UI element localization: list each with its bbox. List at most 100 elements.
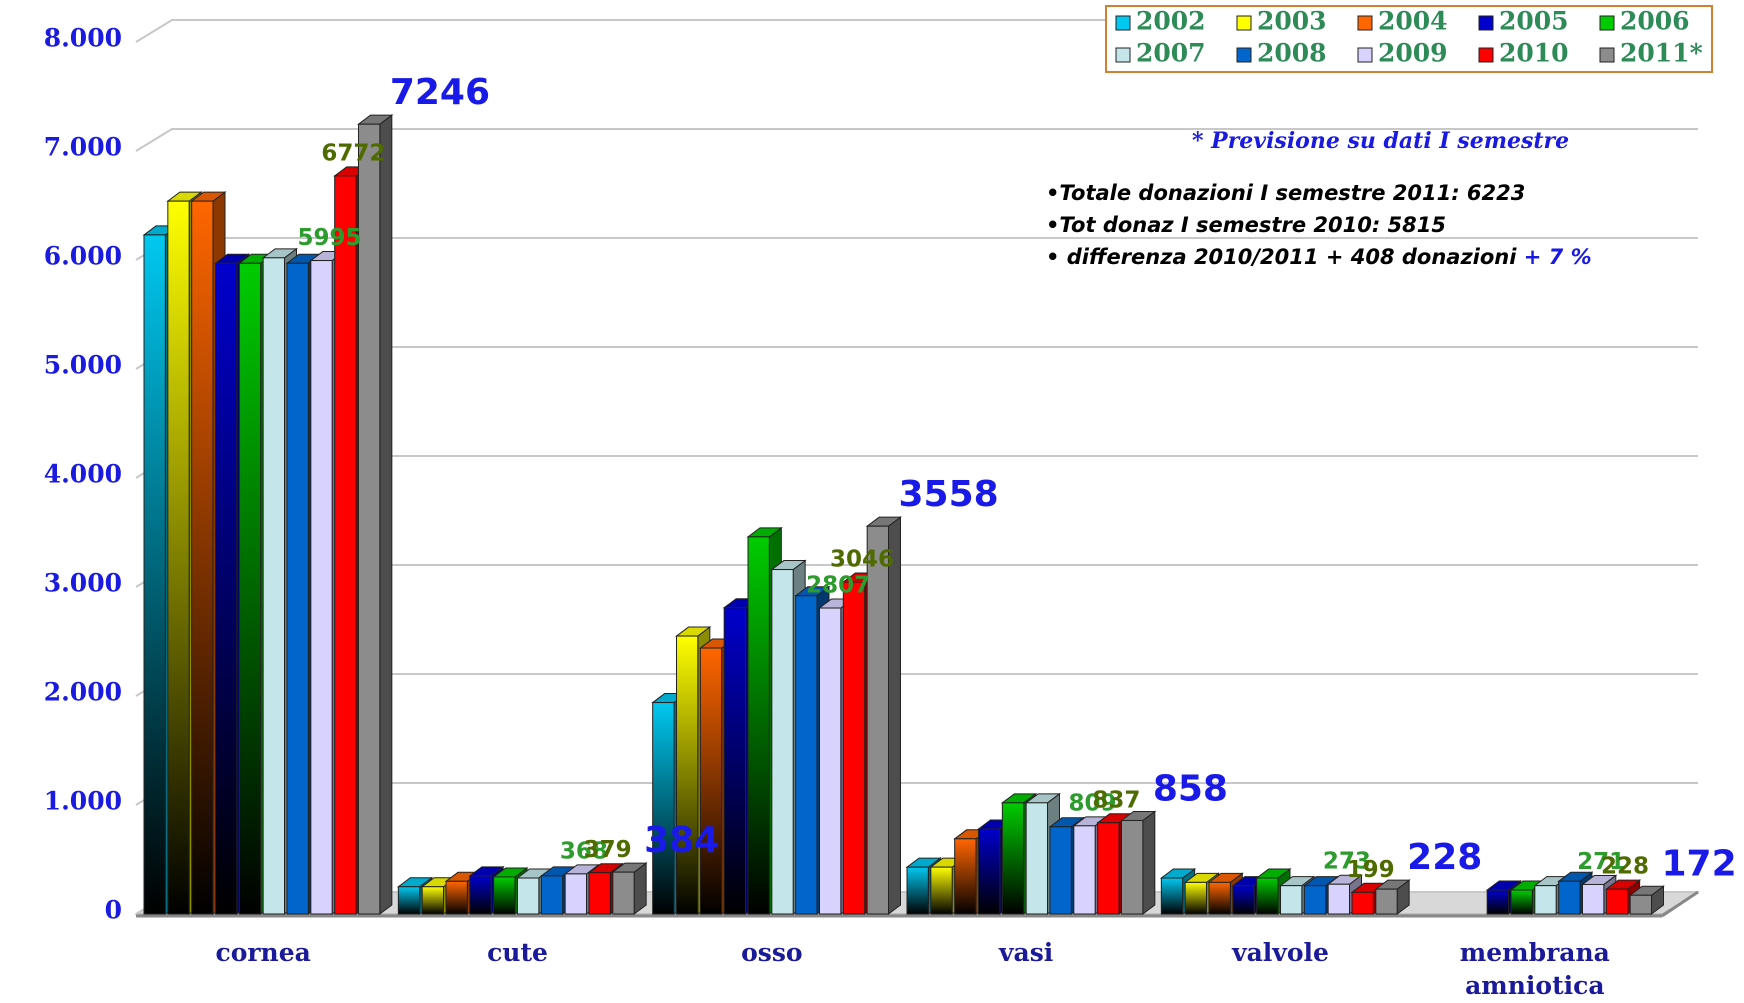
legend-swatch <box>1115 15 1131 31</box>
value-label: 273 <box>1323 849 1371 875</box>
value-label: 228 <box>1407 837 1482 878</box>
y-tick-label: 2.000 <box>44 678 122 707</box>
bar-front <box>588 872 611 915</box>
x-tick-label: membrana amniotica <box>1459 938 1610 1000</box>
bar-front <box>469 875 492 915</box>
bar-front <box>286 262 309 915</box>
bar-front <box>795 595 818 915</box>
bar-front <box>906 866 929 915</box>
bar-front <box>1605 888 1629 915</box>
value-label: 172 <box>1662 843 1737 884</box>
bar <box>1120 810 1157 915</box>
bar-front <box>699 647 723 915</box>
bar-front <box>842 581 866 915</box>
bar-side <box>888 516 901 915</box>
bar-front <box>723 607 747 915</box>
value-label: 199 <box>1347 857 1395 883</box>
legend-swatch <box>1357 47 1373 63</box>
bar-front <box>1375 888 1398 915</box>
bar-front <box>1582 883 1605 915</box>
note: •Tot donaz I semestre 2010: 5815 <box>1046 213 1446 237</box>
legend-label: 2008 <box>1257 39 1327 68</box>
bar <box>1374 879 1411 915</box>
bar-front <box>215 262 238 915</box>
bar-front <box>1351 891 1374 915</box>
legend-label: 2006 <box>1620 7 1690 36</box>
bar-front <box>564 873 588 915</box>
value-label: 809 <box>1068 790 1116 816</box>
bar-front <box>1558 880 1581 915</box>
bar-front <box>676 635 699 915</box>
legend-label: 2004 <box>1378 7 1448 36</box>
bar-front <box>747 536 770 915</box>
grid-line <box>135 128 1698 152</box>
y-tick-label: 1.000 <box>44 787 122 816</box>
bar-front <box>1303 885 1327 915</box>
bar-front <box>517 877 540 915</box>
bar-side <box>1142 810 1156 915</box>
bar-front <box>143 234 166 915</box>
x-axis-depth <box>1661 890 1699 918</box>
bar-front <box>930 866 953 915</box>
value-label: 6772 <box>321 140 385 166</box>
x-tick-label: cute <box>487 938 548 967</box>
bar <box>611 862 648 915</box>
y-tick-label: 7.000 <box>44 133 122 162</box>
legend-swatch <box>1236 15 1252 31</box>
legend-label: 2005 <box>1499 7 1569 36</box>
bar-front <box>1184 881 1207 915</box>
legend-swatch <box>1478 47 1494 63</box>
value-label: 228 <box>1601 854 1649 880</box>
note: •Totale donazioni I semestre 2011: 6223 <box>1046 181 1526 205</box>
bar-front <box>1160 877 1184 915</box>
bar-front <box>445 880 468 915</box>
bar-front <box>819 607 842 915</box>
bar-front <box>1256 877 1279 915</box>
bar-front <box>421 886 444 915</box>
legend-swatch <box>1236 47 1252 63</box>
legend-swatch <box>1357 15 1373 31</box>
bar-front <box>238 262 262 915</box>
legend-swatch <box>1599 15 1615 31</box>
y-tick-label: 6.000 <box>44 242 122 271</box>
bar <box>357 114 394 915</box>
bar-side <box>379 114 393 915</box>
note-text: • differenza 2010/2011 + 408 donazioni <box>1046 245 1517 269</box>
value-label: 2807 <box>806 573 870 599</box>
bar-front <box>612 871 635 915</box>
value-label: 368 <box>560 838 608 864</box>
bar-front <box>652 702 675 915</box>
bar-front <box>978 828 1001 915</box>
bar-front <box>1208 881 1231 915</box>
legend-swatch <box>1478 15 1494 31</box>
bar-front <box>1001 802 1025 915</box>
bar-front <box>397 886 421 915</box>
bar <box>865 516 902 915</box>
bar-front <box>191 200 214 915</box>
bar-front <box>1534 885 1557 915</box>
value-label: 3046 <box>830 546 894 572</box>
y-tick-label: 8.000 <box>44 24 122 53</box>
bar-front <box>1486 889 1509 915</box>
bar-front <box>1073 825 1096 915</box>
y-tick-label: 4.000 <box>44 460 122 489</box>
legend-label: 2011* <box>1620 39 1703 68</box>
y-tick-label: 3.000 <box>44 569 122 598</box>
legend-label: 2002 <box>1136 7 1206 36</box>
bar-front <box>310 260 333 915</box>
bar-front <box>1232 885 1255 915</box>
bar-front <box>334 175 357 915</box>
legend-label: 2007 <box>1136 39 1206 68</box>
x-tick-label: osso <box>741 938 803 967</box>
bar-front <box>1629 894 1652 915</box>
bar-front <box>540 875 564 915</box>
x-tick-label: vasi <box>999 938 1054 967</box>
legend-label: 2009 <box>1378 39 1448 68</box>
bar-front <box>1327 883 1350 915</box>
bar <box>1628 885 1665 915</box>
value-label: 271 <box>1577 849 1625 875</box>
bar-front <box>954 838 977 915</box>
legend-swatch <box>1599 47 1615 63</box>
